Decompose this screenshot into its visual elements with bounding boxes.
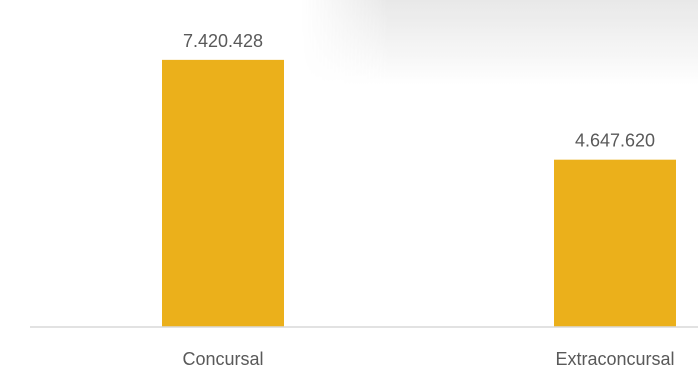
data-label-extraconcursal: 4.647.620 <box>575 131 655 151</box>
data-labels-layer: 7.420.428 4.647.620 <box>183 31 655 151</box>
category-label-extraconcursal: Extraconcursal <box>555 349 674 369</box>
background-shadow <box>300 0 698 85</box>
data-label-concursal: 7.420.428 <box>183 31 263 51</box>
category-labels-layer: Concursal Extraconcursal <box>182 349 674 369</box>
category-label-concursal: Concursal <box>182 349 263 369</box>
bar-concursal <box>162 59 284 327</box>
bar-extraconcursal <box>554 159 676 327</box>
bars-layer <box>162 59 676 327</box>
